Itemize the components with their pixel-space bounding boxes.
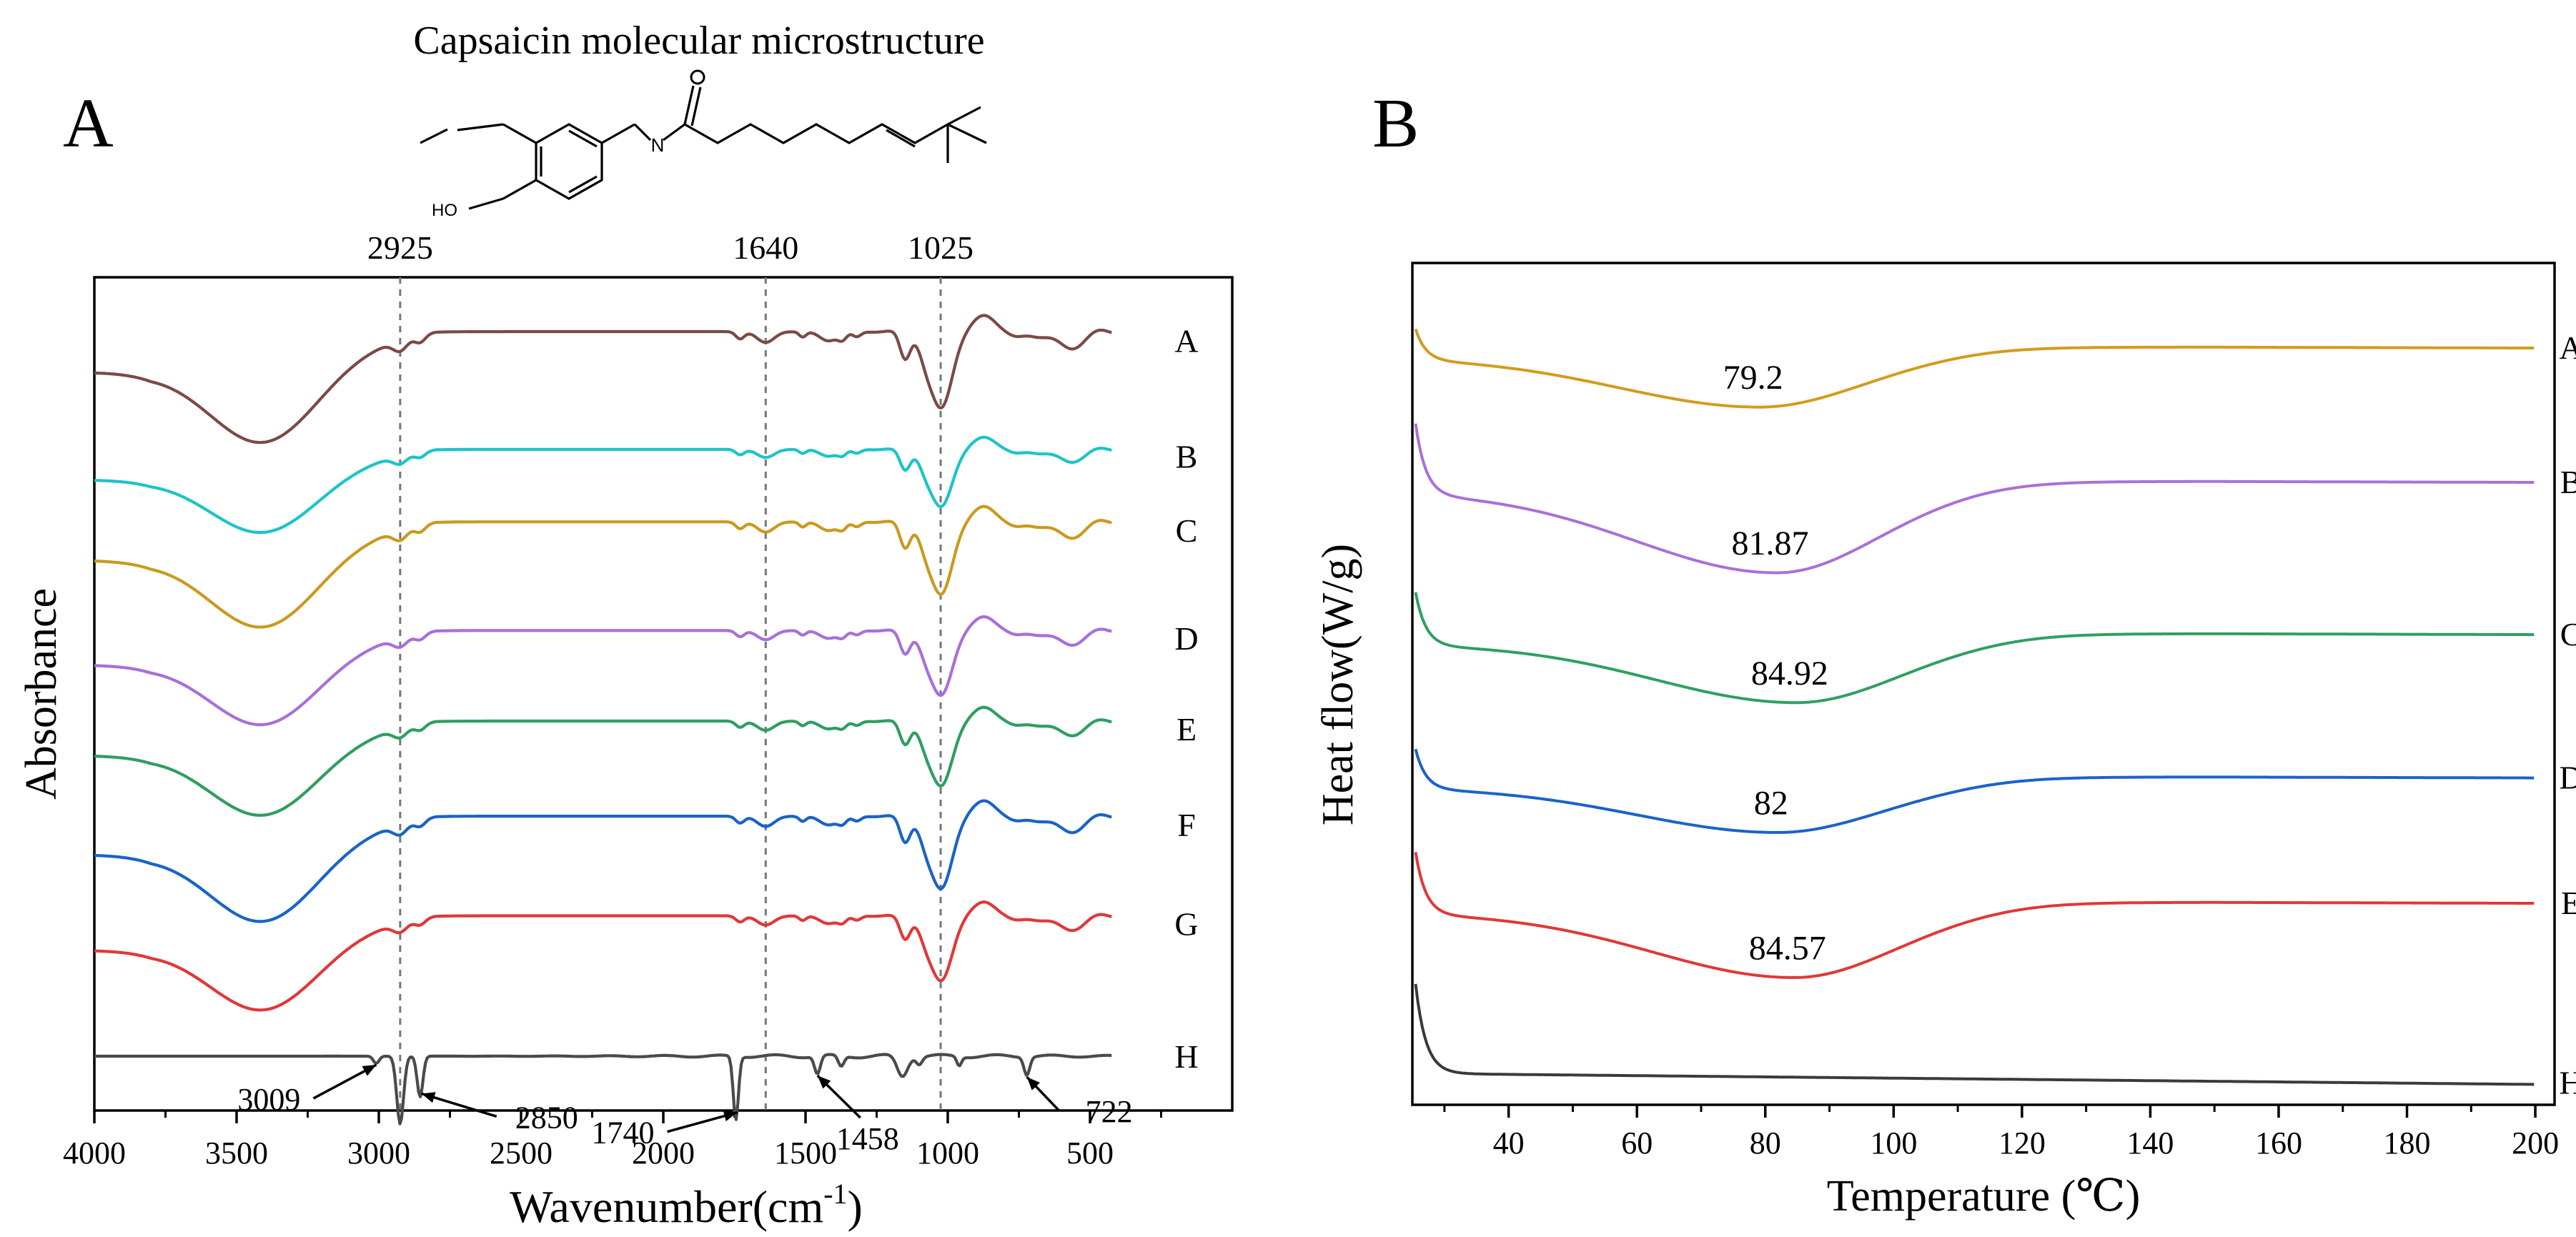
dsc-series-A bbox=[1414, 328, 2535, 409]
ftir-x-tick-label: 3500 bbox=[205, 1136, 268, 1171]
dsc-chart: Heat flow(W/g) Temperature (℃) 40 60 80 100… bbox=[1314, 262, 2576, 1221]
ftir-x-tick-label: 500 bbox=[1066, 1136, 1114, 1171]
ftir-series-H bbox=[94, 1053, 1112, 1126]
ftir-annotation-722: 722 bbox=[1086, 1094, 1133, 1129]
dsc-peak-label-D: 82 bbox=[1754, 785, 1788, 823]
dsc-series-D bbox=[1414, 748, 2535, 834]
ftir-annotation-arrowhead bbox=[421, 1092, 436, 1103]
ftir-series-label-H: H bbox=[1174, 1038, 1198, 1075]
ftir-series-label-D: D bbox=[1174, 620, 1198, 657]
capsaicin-structure: Capsaicin molecular microstructure bbox=[413, 19, 987, 220]
panel-b-letter: B bbox=[1372, 85, 1419, 162]
mol-label-ho: HO bbox=[432, 201, 457, 220]
mol-oxygen-ring bbox=[690, 69, 705, 85]
ftir-chart: Absorbance Wavenumber(cm-1) 4000 3500 3000… bbox=[17, 229, 1234, 1232]
dsc-x-tick-label: 40 bbox=[1493, 1126, 1525, 1161]
ftir-x-axis-label: Wavenumber(cm-1) bbox=[510, 1178, 863, 1232]
dsc-series-B bbox=[1414, 423, 2535, 575]
dsc-peak-label-A: 79.2 bbox=[1723, 359, 1783, 397]
ftir-reference-label-1640: 1640 bbox=[733, 229, 798, 266]
dsc-x-tick-label: 80 bbox=[1750, 1126, 1781, 1161]
ftir-series-B bbox=[94, 435, 1112, 535]
mol-label-n: N bbox=[651, 134, 665, 156]
ftir-x-label-main: Wavenumber(cm bbox=[510, 1181, 823, 1232]
dsc-x-tick-label: 160 bbox=[2255, 1126, 2302, 1161]
dsc-peak-label-B: 81.87 bbox=[1732, 525, 1809, 562]
dsc-series-H bbox=[1414, 983, 2535, 1086]
ftir-series-label-E: E bbox=[1176, 711, 1197, 747]
ftir-annotation-3009: 3009 bbox=[237, 1082, 300, 1117]
ftir-series-label-F: F bbox=[1177, 807, 1196, 843]
dsc-x-tick-label: 120 bbox=[1998, 1126, 2046, 1161]
ftir-annotation-arrowhead bbox=[723, 1111, 738, 1122]
dsc-y-axis-label: Heat flow(W/g) bbox=[1314, 544, 1362, 825]
ftir-annotation-1458: 1458 bbox=[836, 1121, 899, 1156]
ftir-annotation-1740: 1740 bbox=[591, 1116, 654, 1151]
ftir-series-G bbox=[94, 900, 1112, 1012]
dsc-series-label-H: H bbox=[2559, 1065, 2576, 1101]
ftir-series-A bbox=[94, 314, 1112, 444]
ftir-annotation-arrowhead bbox=[362, 1065, 377, 1076]
ftir-x-tick-label: 1500 bbox=[774, 1136, 837, 1171]
inset-title: Capsaicin molecular microstructure bbox=[413, 19, 984, 63]
ftir-annotation-arrowhead bbox=[817, 1075, 831, 1089]
dsc-series-label-E: E bbox=[2561, 885, 2576, 921]
panel-a-letter: A bbox=[63, 85, 114, 162]
ftir-reference-label-1025: 1025 bbox=[908, 229, 974, 266]
ftir-series-label-A: A bbox=[1174, 323, 1198, 359]
ftir-series-F bbox=[94, 799, 1112, 923]
ftir-series-D bbox=[94, 615, 1112, 727]
ftir-series-label-B: B bbox=[1176, 438, 1198, 475]
ftir-x-tick-label: 2000 bbox=[632, 1136, 695, 1171]
dsc-series-label-D: D bbox=[2559, 759, 2576, 795]
ftir-y-axis-label: Absorbance bbox=[17, 588, 66, 800]
ftir-reference-label-2925: 2925 bbox=[367, 229, 433, 266]
dsc-x-tick-label: 180 bbox=[2384, 1126, 2431, 1161]
dsc-x-tick-label: 100 bbox=[1870, 1126, 1917, 1161]
ftir-x-tick-label: 2500 bbox=[490, 1136, 553, 1171]
dsc-series-E bbox=[1414, 852, 2535, 979]
ftir-x-label-end: ) bbox=[848, 1181, 863, 1232]
ftir-annotation-2850: 2850 bbox=[515, 1100, 578, 1135]
dsc-x-tick-label: 60 bbox=[1621, 1126, 1653, 1161]
ftir-annotation-arrowhead bbox=[1026, 1077, 1041, 1091]
ftir-x-tick-label: 4000 bbox=[63, 1136, 126, 1171]
dsc-peak-label-C: 84.92 bbox=[1751, 655, 1828, 692]
ftir-x-tick-label: 3000 bbox=[347, 1136, 410, 1171]
dsc-x-tick-label: 140 bbox=[2126, 1126, 2174, 1161]
dsc-series-C bbox=[1414, 592, 2535, 705]
dsc-series-label-B: B bbox=[2560, 464, 2576, 500]
ftir-series-label-C: C bbox=[1176, 512, 1198, 549]
ftir-x-tick-label: 1000 bbox=[916, 1136, 979, 1171]
ftir-series-label-G: G bbox=[1174, 905, 1198, 942]
dsc-x-tick-label: 200 bbox=[2512, 1126, 2559, 1161]
ftir-series-C bbox=[94, 505, 1112, 629]
dsc-peak-label-E: 84.57 bbox=[1749, 930, 1826, 968]
dsc-series-label-A: A bbox=[2559, 329, 2576, 366]
ftir-series-E bbox=[94, 705, 1112, 817]
ftir-x-label-sup: -1 bbox=[823, 1178, 847, 1210]
dsc-plot-frame bbox=[1411, 262, 2556, 1106]
molecule-bonds bbox=[420, 85, 987, 210]
dsc-x-axis-label: Temperature (℃) bbox=[1827, 1172, 2141, 1221]
dsc-series-label-C: C bbox=[2560, 616, 2576, 652]
